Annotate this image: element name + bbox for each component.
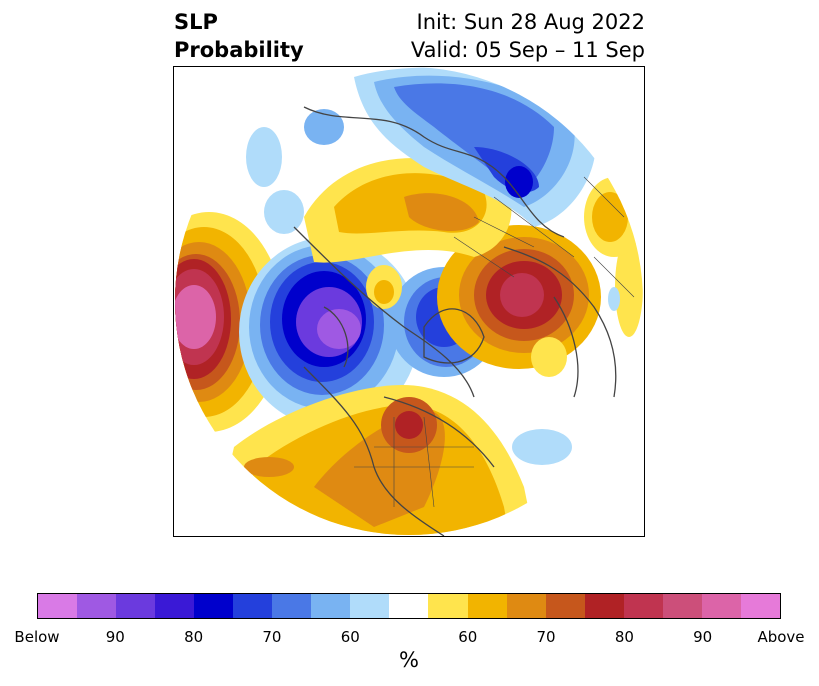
colorbar-tick-label: 80 xyxy=(184,628,204,646)
colorbar-tick-label: 70 xyxy=(262,628,282,646)
colorbar-tick-label: 90 xyxy=(105,628,125,646)
colorbar-segment xyxy=(155,594,195,618)
colorbar-segment xyxy=(584,594,624,618)
colorbar-segment xyxy=(311,594,351,618)
colorbar xyxy=(37,593,781,619)
map-validity: Init: Sun 28 Aug 2022 Valid: 05 Sep – 11… xyxy=(411,8,645,64)
colorbar-segment xyxy=(77,594,117,618)
siberia-above-anomaly xyxy=(304,157,512,309)
north-america-above-anomaly xyxy=(214,385,534,535)
colorbar-segment xyxy=(389,594,429,618)
colorbar-tick-label: Above xyxy=(757,628,805,646)
alaska-below-anomaly xyxy=(239,237,419,427)
colorbar-tick-label: 90 xyxy=(693,628,713,646)
colorbar-segment xyxy=(116,594,156,618)
colorbar-segment xyxy=(545,594,585,618)
init-date: Init: Sun 28 Aug 2022 xyxy=(416,10,645,34)
colorbar-segment xyxy=(701,594,741,618)
colorbar-segment xyxy=(662,594,702,618)
colorbar-tick-label: 80 xyxy=(614,628,634,646)
valid-range: Valid: 05 Sep – 11 Sep xyxy=(410,38,645,62)
pacific-above-anomaly xyxy=(175,212,284,432)
colorbar-tick-label: 60 xyxy=(340,628,360,646)
colorbar-segment xyxy=(272,594,312,618)
colorbar-segment xyxy=(194,594,234,618)
anomaly-fields xyxy=(175,67,643,535)
title-metric: Probability xyxy=(174,38,304,62)
colorbar-segment xyxy=(506,594,546,618)
colorbar-segment xyxy=(467,594,507,618)
colorbar-tick-label: 70 xyxy=(536,628,556,646)
map-title: SLP Probability xyxy=(174,8,304,64)
title-variable: SLP xyxy=(174,10,218,34)
colorbar-segment xyxy=(350,594,390,618)
colorbar-segment xyxy=(740,594,780,618)
colorbar-segment xyxy=(38,594,78,618)
borders xyxy=(354,176,635,508)
europe-above-anomaly xyxy=(437,225,643,369)
colorbar-tick-label: Below xyxy=(14,628,60,646)
colorbar-segment xyxy=(623,594,663,618)
colorbar-segment xyxy=(233,594,273,618)
colorbar-unit: % xyxy=(399,648,419,672)
probability-map xyxy=(173,66,645,537)
colorbar-tick-label: 60 xyxy=(458,628,478,646)
asia-below-anomaly xyxy=(246,67,596,234)
polar-map-svg xyxy=(175,67,643,536)
colorbar-segment xyxy=(428,594,468,618)
